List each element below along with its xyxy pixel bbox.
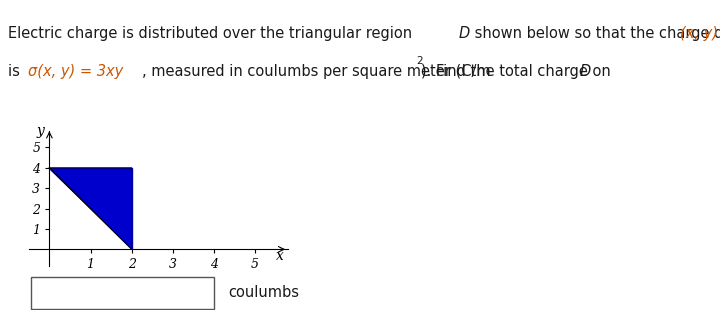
Text: ). Find the total charge on: ). Find the total charge on	[421, 64, 616, 79]
Text: x: x	[276, 249, 284, 263]
Text: y: y	[37, 124, 44, 138]
Text: shown below so that the charge density at: shown below so that the charge density a…	[470, 26, 720, 41]
Text: (x, y): (x, y)	[680, 26, 718, 41]
Polygon shape	[50, 168, 132, 249]
Text: coulumbs: coulumbs	[229, 285, 300, 300]
Text: σ(x, y) = 3xy: σ(x, y) = 3xy	[28, 64, 123, 79]
FancyBboxPatch shape	[31, 277, 214, 308]
Text: , measured in coulumbs per square meter (C/m: , measured in coulumbs per square meter …	[142, 64, 490, 79]
Text: is: is	[8, 64, 24, 79]
Text: D: D	[459, 26, 470, 41]
Text: D: D	[580, 64, 591, 79]
Text: Electric charge is distributed over the triangular region: Electric charge is distributed over the …	[8, 26, 417, 41]
Text: 2: 2	[416, 56, 423, 66]
